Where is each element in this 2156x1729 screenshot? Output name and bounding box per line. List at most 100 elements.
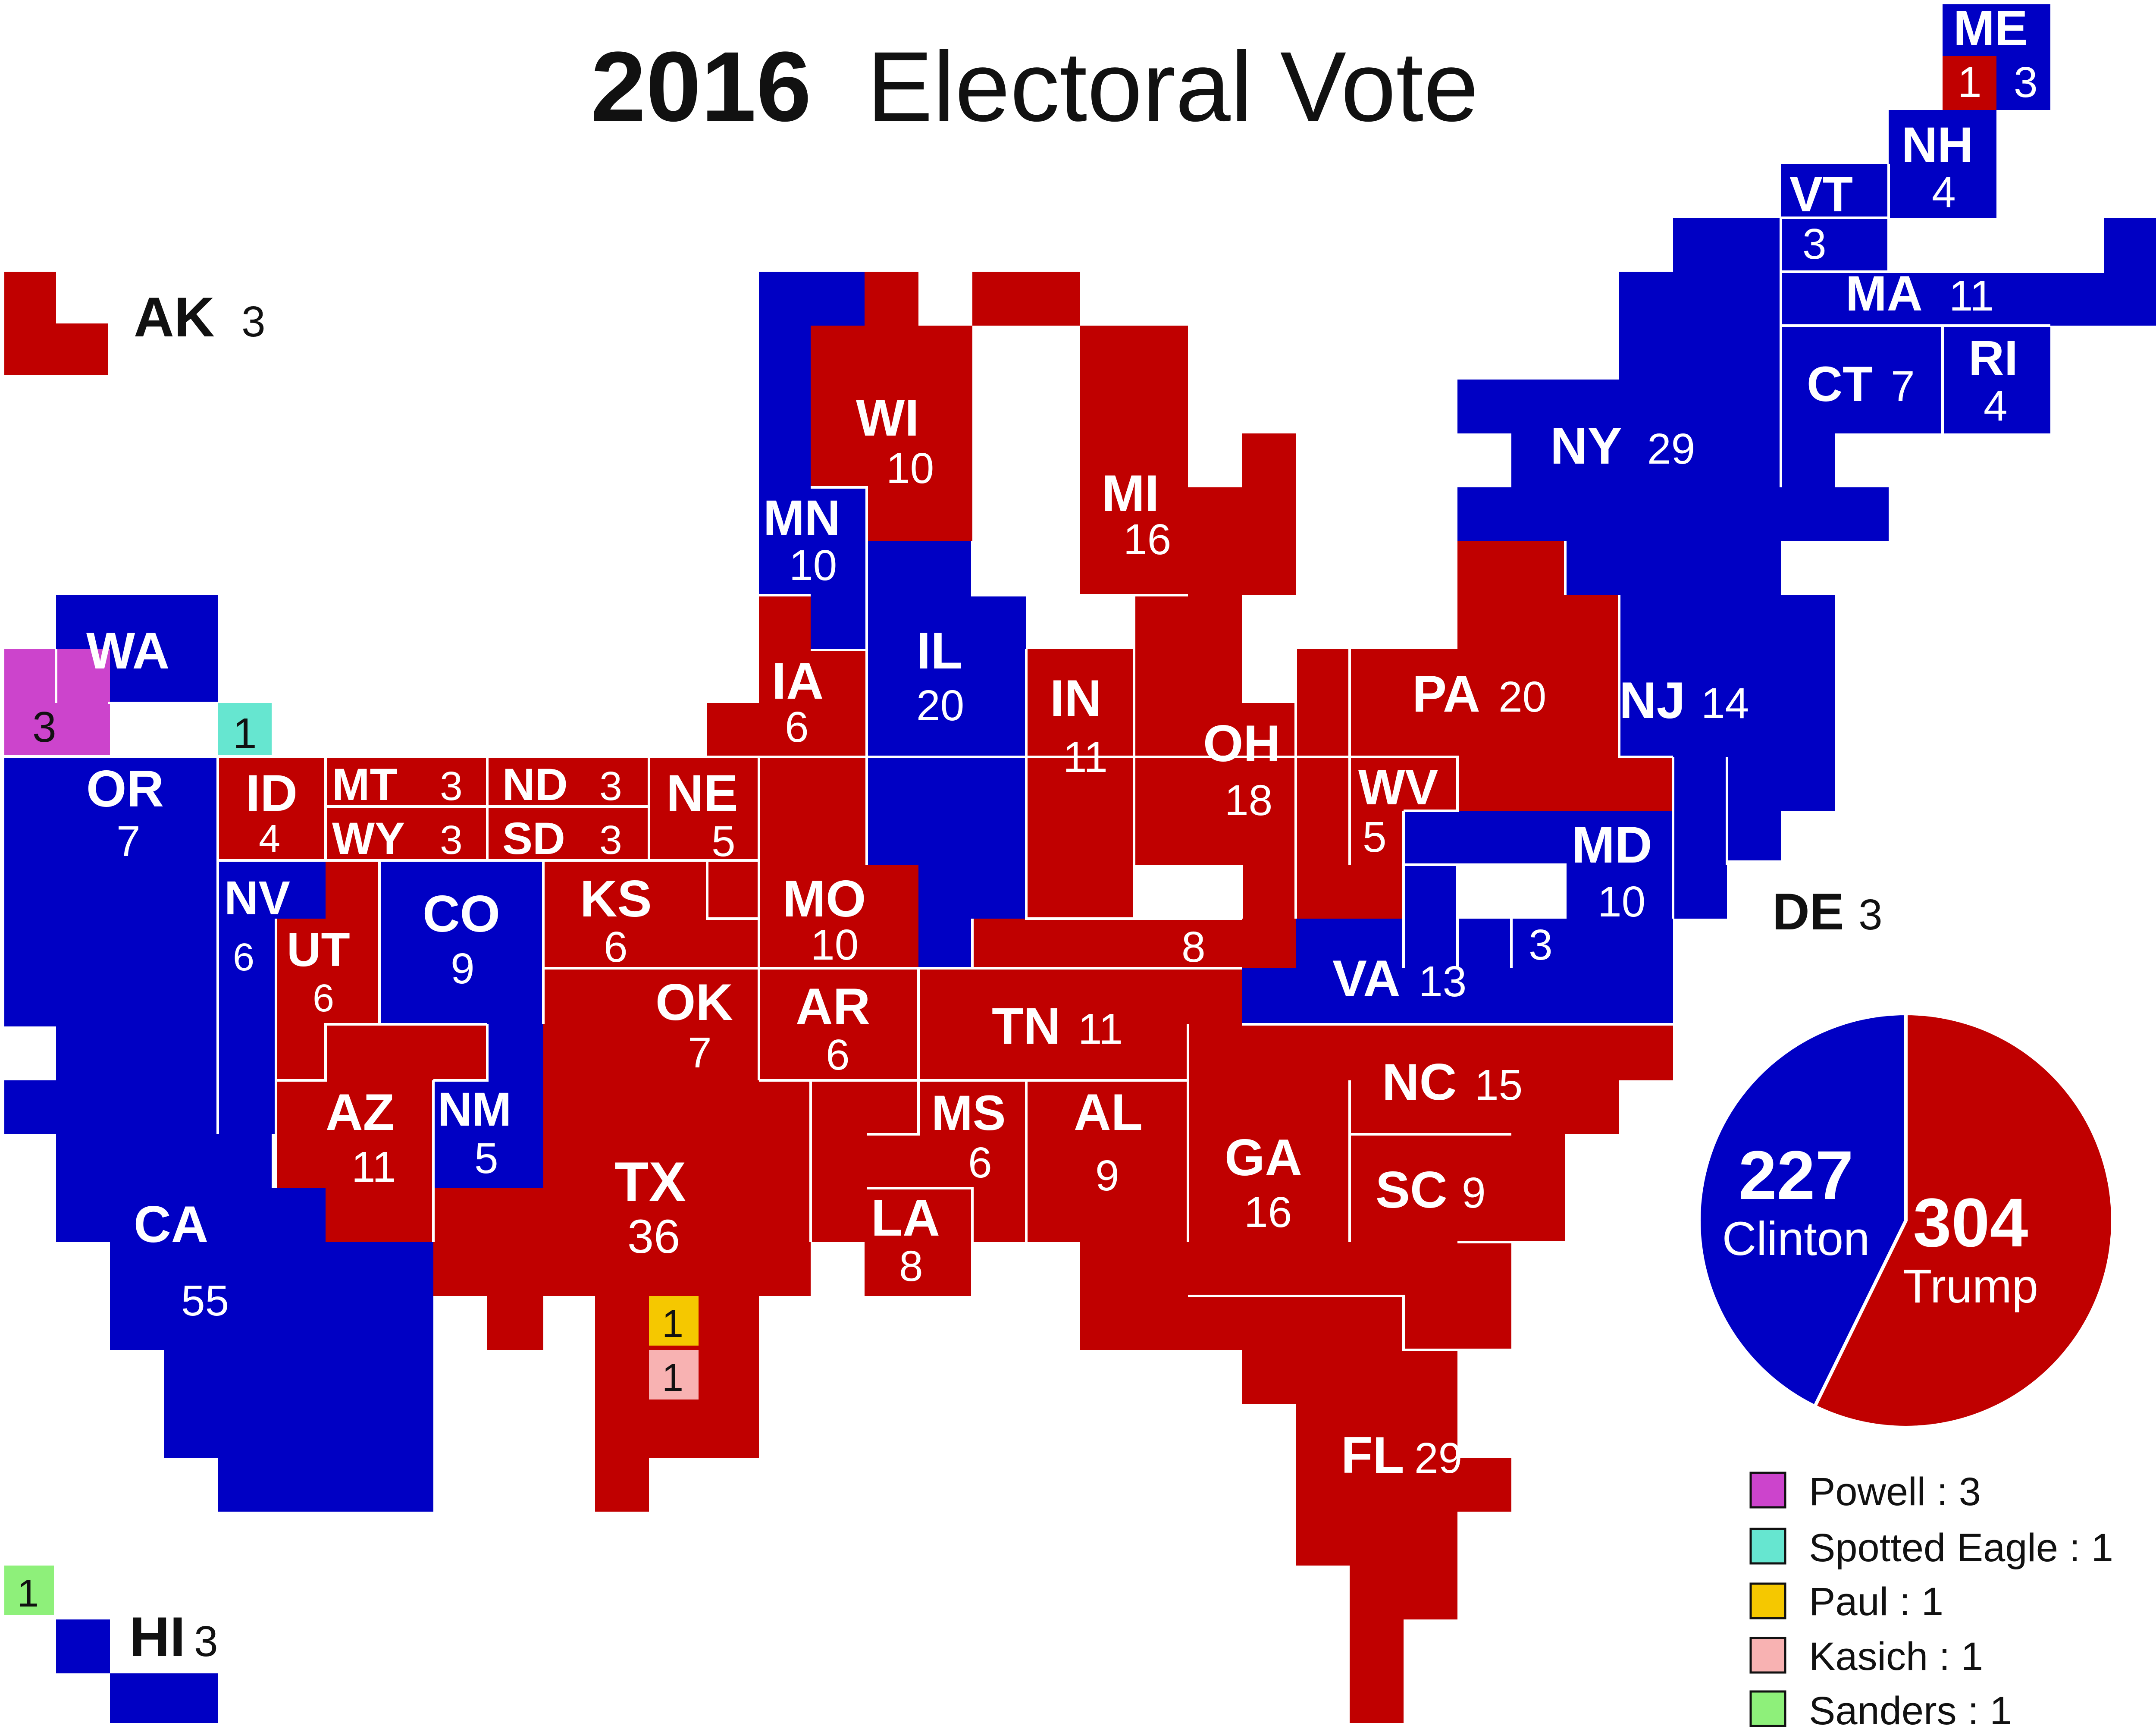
state-MI[interactable] (1080, 326, 1296, 595)
totals-pie: 227 Clinton 304 Trump (1697, 1011, 2115, 1429)
state-MN[interactable] (759, 272, 867, 649)
kasich-count: 1 (662, 1356, 683, 1400)
state-MT[interactable] (326, 757, 487, 806)
state-WI[interactable] (811, 272, 972, 541)
legend-swatch-sanders (1749, 1690, 1786, 1727)
state-LA-south[interactable] (867, 1188, 972, 1296)
state-KY[interactable] (972, 865, 1296, 968)
legend-label-powell: Powell : 3 (1809, 1470, 1981, 1514)
state-IL[interactable] (867, 541, 1026, 968)
state-borders (4, 164, 2104, 1351)
ev-VA: 13 (1419, 957, 1467, 1006)
ev-AR: 6 (826, 1031, 850, 1079)
label-NJ: NJ (1619, 672, 1685, 729)
label-UT: UT (287, 923, 350, 976)
ev-AL: 9 (1095, 1152, 1119, 1200)
label-WY: WY (332, 813, 405, 864)
label-CO: CO (423, 885, 500, 943)
ev-GA: 16 (1244, 1188, 1292, 1236)
ev-WA: 8 (138, 694, 162, 743)
ev-AZ: 11 (351, 1143, 396, 1191)
legend-item: Powell : 3 (1749, 1470, 1981, 1514)
label-NY: NY (1550, 417, 1622, 475)
label-MT: MT (332, 759, 398, 810)
pie-slice-clinton (1697, 1011, 1908, 1409)
state-ID[interactable] (218, 757, 326, 860)
state-OR[interactable] (4, 757, 218, 860)
label-KS: KS (580, 870, 652, 928)
legend-label-sanders: Sanders : 1 (1809, 1689, 2012, 1729)
state-NM[interactable] (433, 1024, 543, 1188)
state-MS[interactable] (867, 1080, 1026, 1242)
state-AK[interactable] (4, 272, 108, 375)
state-DE[interactable] (1673, 757, 1727, 919)
legend-swatch-paul (1749, 1582, 1786, 1619)
state-NV[interactable] (218, 860, 326, 1134)
spotted-eagle-tile (218, 703, 272, 755)
label-RI: RI (1968, 331, 2018, 386)
pie-slice-trump (1812, 1011, 2115, 1429)
label-SC: SC (1376, 1161, 1448, 1219)
state-NY-li[interactable] (1781, 487, 1889, 541)
state-CO[interactable] (379, 860, 543, 1024)
state-TN[interactable] (918, 968, 1242, 1080)
label-TN: TN (992, 997, 1061, 1055)
state-SD[interactable] (487, 806, 649, 860)
state-MD[interactable] (1404, 811, 1673, 968)
legend-swatch-spotted-eagle (1749, 1528, 1786, 1565)
state-CA[interactable] (4, 811, 433, 1512)
ev-NY: 29 (1647, 425, 1695, 473)
label-HI: HI (129, 1605, 185, 1668)
trump-name: Trump (1903, 1260, 2038, 1313)
state-RI[interactable] (1943, 326, 2050, 433)
title-rest: Electoral Vote (867, 31, 1479, 142)
republican-states (4, 272, 1673, 1723)
state-NH[interactable] (1889, 110, 1996, 218)
ev-VT: 3 (1802, 220, 1827, 268)
state-FL-key[interactable] (1350, 1673, 1404, 1723)
ev-ME-rep: 1 (1958, 58, 1982, 107)
state-NY[interactable] (1457, 218, 1835, 595)
state-ND[interactable] (487, 757, 649, 806)
state-PA[interactable] (1350, 541, 1673, 811)
label-DE: DE (1772, 883, 1844, 941)
state-NE[interactable] (649, 757, 759, 919)
spotted-eagle-count: 1 (233, 709, 257, 758)
state-AR[interactable] (759, 968, 918, 1080)
label-KY: KY (1158, 870, 1230, 928)
ev-ID: 4 (259, 817, 280, 860)
kasich-tile (649, 1350, 699, 1400)
ev-LA: 8 (899, 1242, 923, 1290)
state-CT[interactable] (1781, 326, 1943, 433)
ev-CT: 7 (1891, 362, 1915, 411)
ev-ME-dem: 3 (2014, 58, 2038, 107)
state-OK[interactable] (543, 968, 759, 1080)
state-HI-2[interactable] (110, 1673, 218, 1723)
state-HI-1[interactable] (56, 1619, 110, 1673)
ev-MA: 11 (1949, 272, 1994, 320)
state-NC[interactable] (1188, 1024, 1673, 1188)
legend-item: Sanders : 1 (1749, 1689, 2012, 1729)
legend-swatch-powell (1749, 1472, 1786, 1509)
state-IA[interactable] (707, 595, 867, 757)
sanders-count: 1 (17, 1572, 39, 1615)
legend-label-paul: Paul : 1 (1809, 1580, 1943, 1624)
state-KS[interactable] (543, 860, 759, 968)
legend-swatch-kasich (1749, 1637, 1786, 1674)
state-MI-up[interactable] (972, 272, 1080, 326)
label-MO: MO (783, 870, 866, 928)
label-SD: SD (502, 813, 565, 864)
powell-count: 3 (32, 703, 56, 751)
state-MO[interactable] (759, 757, 918, 968)
state-GA[interactable] (1134, 1024, 1511, 1350)
state-WA[interactable] (56, 595, 218, 703)
state-NJ[interactable] (1619, 595, 1835, 860)
label-IA: IA (772, 652, 824, 710)
democratic-states (4, 4, 2156, 1723)
ev-AK: 3 (241, 298, 266, 346)
state-AZ[interactable] (276, 1024, 487, 1242)
label-NV: NV (224, 872, 290, 925)
state-TX[interactable] (433, 1024, 811, 1512)
state-WY[interactable] (326, 806, 487, 860)
me-district-tile (1943, 56, 1996, 110)
